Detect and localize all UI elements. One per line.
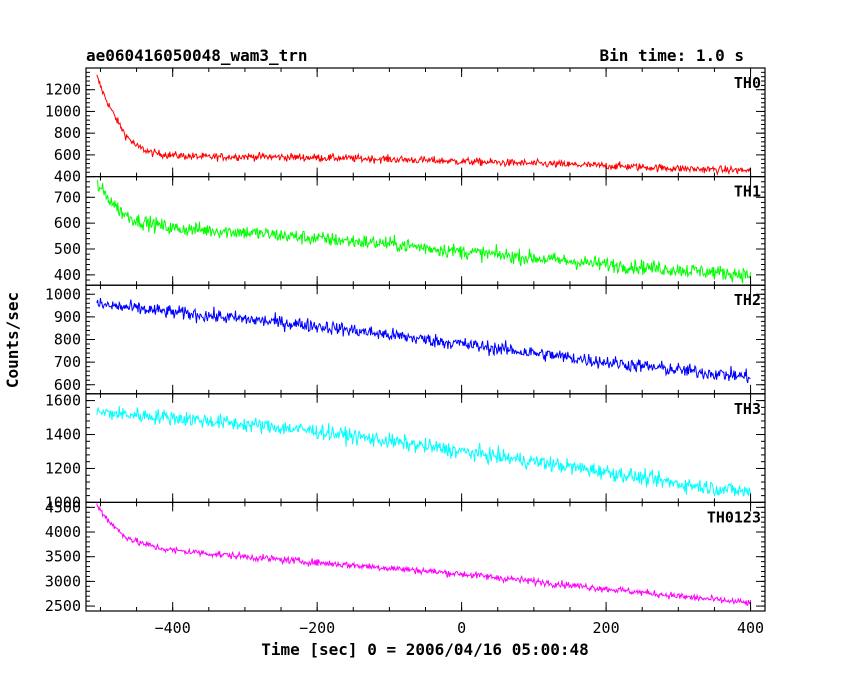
panel-th3: 1000 1200 1400 1600 TH3 [45, 392, 766, 511]
panel-th0123: 2500 3000 3500 4000 4500 TH0123 −400 −200 0 200 40… [45, 498, 766, 637]
y-tick-label: 400 [54, 168, 81, 186]
y-tick-label: 600 [54, 376, 81, 394]
y-tick-label: 400 [54, 266, 81, 284]
y-tick-label: 4500 [45, 498, 81, 516]
series-line-th2 [96, 297, 751, 384]
panel-label: TH1 [734, 183, 761, 201]
y-tick-label: 1400 [45, 426, 81, 444]
y-tick-label: 600 [54, 214, 81, 232]
y-tick-label: 600 [54, 146, 81, 164]
y-tick-label: 900 [54, 308, 81, 326]
series-line-th0 [96, 74, 752, 176]
bin-time-label: Bin time: 1.0 s [600, 46, 745, 65]
y-tick-label: 3000 [45, 572, 81, 590]
panel-label: TH3 [734, 400, 761, 418]
series-line-th3 [96, 406, 752, 497]
y-tick-label: 3500 [45, 548, 81, 566]
x-tick-label: −400 [155, 619, 191, 637]
y-tick-label: 1000 [45, 285, 81, 303]
y-tick-label: 800 [54, 331, 81, 349]
x-tick-label: 0 [457, 619, 466, 637]
y-axis-label: Counts/sec [3, 292, 22, 388]
y-tick-label: 1000 [45, 102, 81, 120]
y-tick-label: 1200 [45, 81, 81, 99]
panels-group: 400 600 800 1000 1200 TH0 400 500 600 700 TH1 600 70… [45, 67, 766, 637]
y-tick-label: 4000 [45, 523, 81, 541]
y-tick-label: 1000 [45, 493, 81, 511]
chart-title: ae060416050048_wam3_trn [86, 46, 308, 65]
panel-label: TH0 [734, 74, 761, 92]
x-axis-label: Time [sec] 0 = 2006/04/16 05:00:48 [261, 640, 589, 659]
y-tick-label: 500 [54, 240, 81, 258]
y-tick-label: 800 [54, 124, 81, 142]
y-tick-label: 1200 [45, 459, 81, 477]
panel-label: TH0123 [707, 508, 761, 526]
y-tick-label: 700 [54, 353, 81, 371]
panel-th1: 400 500 600 700 TH1 [54, 176, 766, 286]
x-tick-label: 200 [593, 619, 620, 637]
series-line-th1 [96, 179, 752, 284]
panel-th2: 600 700 800 900 1000 TH2 [45, 284, 766, 395]
y-tick-label: 700 [54, 188, 81, 206]
panel-th0: 400 600 800 1000 1200 TH0 [45, 67, 766, 186]
x-tick-label: 400 [737, 619, 764, 637]
y-tick-label: 2500 [45, 597, 81, 615]
y-tick-label: 1600 [45, 392, 81, 410]
x-tick-label: −200 [299, 619, 335, 637]
panel-label: TH2 [734, 291, 761, 309]
series-line-th0123 [96, 503, 752, 606]
